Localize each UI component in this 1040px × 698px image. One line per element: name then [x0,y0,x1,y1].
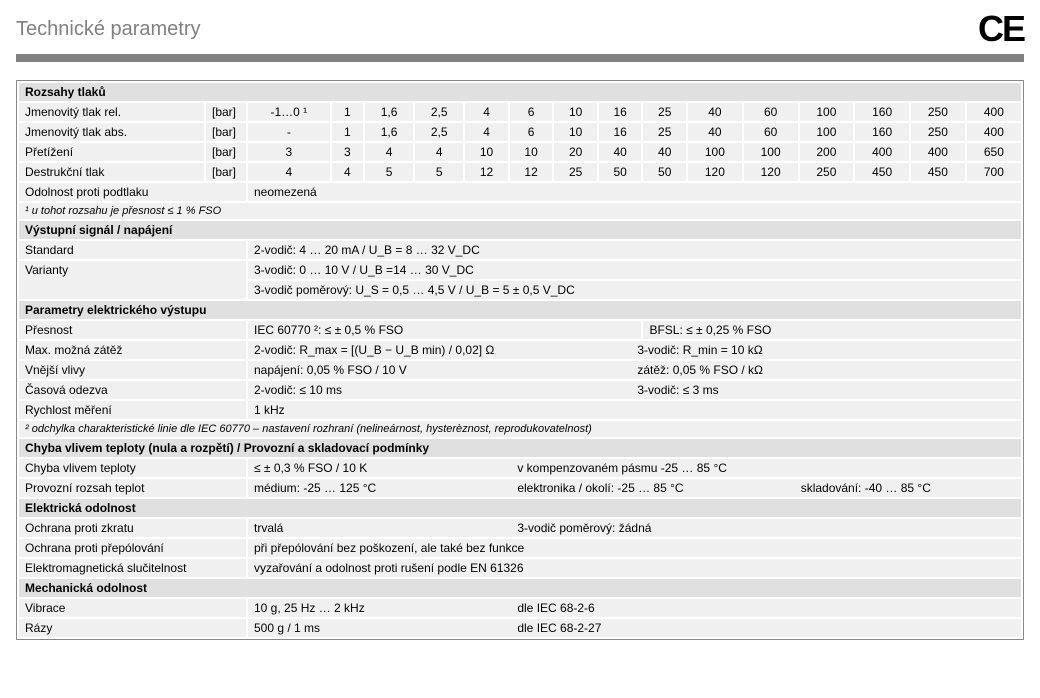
row-label: Ochrana proti přepólování [19,539,246,557]
table-row: Varianty 3-vodič: 0 … 10 V / U_B =14 … 3… [19,261,1021,279]
table-row: Provozní rozsah teplot médium: -25 … 125… [19,479,1021,497]
row-value: 2-vodič: R_max = [(U_B − U_B min) / 0,02… [248,341,1021,359]
row-value: 2-vodič: 4 … 20 mA / U_B = 8 … 32 V_DC [248,241,1021,259]
section-header: Rozsahy tlaků [19,83,1021,101]
table-row: Standard 2-vodič: 4 … 20 mA / U_B = 8 … … [19,241,1021,259]
row-label: Jmenovitý tlak rel. [19,103,204,121]
row-label: Vnější vlivy [19,361,246,379]
row-label: Odolnost proti podtlaku [19,183,246,201]
row-label: Časová odezva [19,381,246,399]
row-label: Chyba vlivem teploty [19,459,246,477]
table-row: Přesnost IEC 60770 ²: ≤ ± 0,5 % FSO BFSL… [19,321,1021,339]
table-row: Časová odezva 2-vodič: ≤ 10 ms 3-vodič: … [19,381,1021,399]
row-value: IEC 60770 ²: ≤ ± 0,5 % FSO [248,321,641,339]
section-header: Parametry elektrického výstupu [19,301,1021,319]
table-row: Ochrana proti zkratu trvalá 3-vodič pomě… [19,519,1021,537]
table-row: Přetížení [bar] 3 3 4 4 10 10 20 40 40 1… [19,143,1021,161]
row-value: BFSL: ≤ ± 0,25 % FSO [643,321,1021,339]
row-value: 2-vodič: ≤ 10 ms 3-vodič: ≤ 3 ms [248,381,1021,399]
row-value: vyzařování a odolnost proti rušení podle… [248,559,1021,577]
row-label: Ochrana proti zkratu [19,519,246,537]
row-value: při přepólování bez poškození, ale také … [248,539,1021,557]
row-value: ≤ ± 0,3 % FSO / 10 K v kompenzovaném pás… [248,459,1021,477]
divider-bar [16,54,1024,62]
table-row: Vibrace 10 g, 25 Hz … 2 kHz dle IEC 68-2… [19,599,1021,617]
row-value: napájení: 0,05 % FSO / 10 V zátěž: 0,05 … [248,361,1021,379]
row-label: Vibrace [19,599,246,617]
section-header: Elektrická odolnost [19,499,1021,517]
table-row: Jmenovitý tlak rel. [bar] -1…0 ¹ 1 1,6 2… [19,103,1021,121]
row-value: 10 g, 25 Hz … 2 kHz dle IEC 68-2-6 [248,599,1021,617]
table-row: Rychlost měření 1 kHz [19,401,1021,419]
row-label: Standard [19,241,246,259]
table-row: Elektromagnetická slučitelnost vyzařován… [19,559,1021,577]
row-label: Elektromagnetická slučitelnost [19,559,246,577]
page-title: Technické parametry [16,18,201,41]
footnote: ¹ u tohot rozsahu je přesnost ≤ 1 % FSO [19,203,1021,219]
spec-table: Rozsahy tlaků Jmenovitý tlak rel. [bar] … [16,80,1024,640]
row-label: Přetížení [19,143,204,161]
row-value: neomezená [248,183,1021,201]
row-label: Jmenovitý tlak abs. [19,123,204,141]
row-label: Rychlost měření [19,401,246,419]
footnote: ² odchylka charakteristické linie dle IE… [19,421,1021,437]
section-header: Výstupní signál / napájení [19,221,1021,239]
row-label: Rázy [19,619,246,637]
table-row: Ochrana proti přepólování při přepólován… [19,539,1021,557]
table-row: Chyba vlivem teploty ≤ ± 0,3 % FSO / 10 … [19,459,1021,477]
section-header: Chyba vlivem teploty (nula a rozpětí) / … [19,439,1021,457]
table-row: Destrukční tlak [bar] 4 4 5 5 12 12 25 5… [19,163,1021,181]
row-value: 3-vodič: 0 … 10 V / U_B =14 … 30 V_DC [248,261,1021,279]
table-row: Jmenovitý tlak abs. [bar] - 1 1,6 2,5 4 … [19,123,1021,141]
row-label: Přesnost [19,321,246,339]
row-value: 500 g / 1 ms dle IEC 68-2-27 [248,619,1021,637]
row-value: 3-vodič poměrový: U_S = 0,5 … 4,5 V / U_… [248,281,1021,299]
table-row: Rázy 500 g / 1 ms dle IEC 68-2-27 [19,619,1021,637]
row-label: Varianty [19,261,246,299]
table-row: Max. možná zátěž 2-vodič: R_max = [(U_B … [19,341,1021,359]
section-header: Mechanická odolnost [19,579,1021,597]
row-label: Provozní rozsah teplot [19,479,246,497]
table-row: Vnější vlivy napájení: 0,05 % FSO / 10 V… [19,361,1021,379]
row-label: Destrukční tlak [19,163,204,181]
row-value: médium: -25 … 125 °C elektronika / okolí… [248,479,1021,497]
table-row: Odolnost proti podtlaku neomezená [19,183,1021,201]
ce-mark-icon: CE [978,8,1024,50]
row-value: 1 kHz [248,401,1021,419]
row-label: Max. možná zátěž [19,341,246,359]
unit: [bar] [206,103,246,121]
row-value: trvalá 3-vodič poměrový: žádná [248,519,1021,537]
